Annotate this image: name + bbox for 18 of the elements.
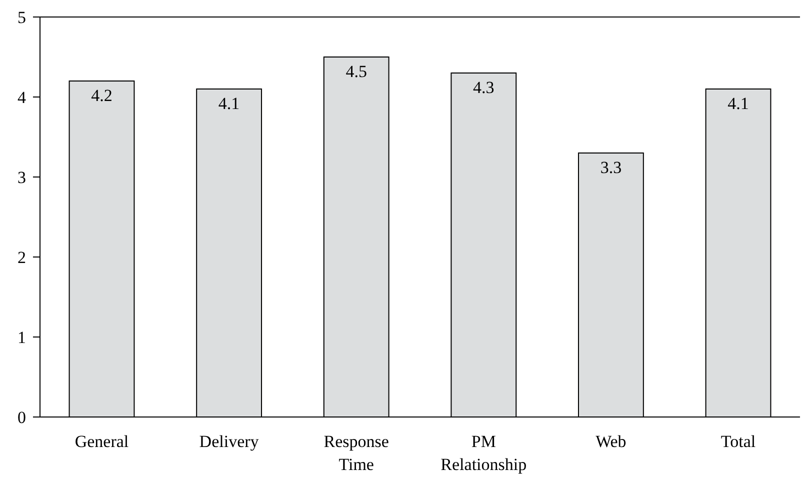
- y-tick-label: 0: [18, 408, 26, 427]
- data-label: 4.3: [473, 78, 494, 97]
- data-label: 4.5: [346, 62, 367, 81]
- x-tick-label: PM Relationship: [440, 432, 527, 474]
- y-tick-label: 4: [18, 88, 26, 107]
- y-tick-label: 1: [18, 328, 26, 347]
- data-label: 4.2: [91, 86, 112, 105]
- y-tick-label: 5: [18, 8, 26, 27]
- y-tick-label: 2: [18, 248, 26, 267]
- y-tick-label: 3: [18, 168, 26, 187]
- data-label: 3.3: [600, 158, 622, 177]
- data-label: 4.1: [728, 94, 749, 113]
- x-tick-label: Response Time: [324, 432, 389, 474]
- data-label: 4.1: [218, 94, 240, 113]
- x-tick-label: Total: [720, 432, 756, 451]
- x-tick-label: Delivery: [199, 432, 260, 451]
- x-tick-label: General: [74, 432, 129, 451]
- x-tick-label: Web: [596, 432, 626, 451]
